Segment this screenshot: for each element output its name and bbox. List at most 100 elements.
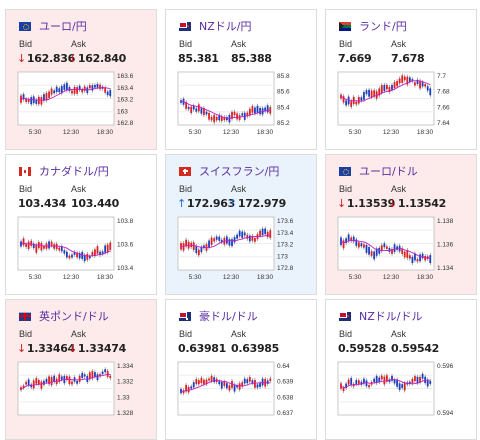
candle-body xyxy=(208,240,210,248)
candle-body xyxy=(88,85,91,89)
candle-body xyxy=(81,89,84,93)
candle-body xyxy=(55,243,58,250)
candle-body xyxy=(192,382,195,388)
candle-body xyxy=(380,375,383,380)
mini-chart[interactable]: 103.8 103.6 103.4 5:30 12:30 18:30 xyxy=(6,155,157,295)
ask-price: 1.33474 xyxy=(77,342,126,355)
candle-body xyxy=(213,114,216,123)
ask-price: 162.840 xyxy=(77,52,126,65)
candle-body xyxy=(375,375,378,384)
rate-card[interactable]: スイスフラン/円 Bid Ask ↑172.963 ↑172.979 173.6 173.4… xyxy=(165,154,317,295)
bid-price: 7.669 xyxy=(338,52,372,65)
mini-chart[interactable]: 163.6 163.4 163.2 163 162.8 5:30 12:30 18:30 xyxy=(6,10,157,150)
currency-pair-label[interactable]: スイスフラン/円 xyxy=(199,165,280,178)
currency-pair-label[interactable]: NZドル/円 xyxy=(199,20,252,33)
bid-value: 0.59528 xyxy=(337,342,386,355)
bid-value: 85.381 xyxy=(177,52,219,65)
candle-body xyxy=(360,97,363,101)
eu-flag-icon xyxy=(19,21,31,31)
mini-chart[interactable]: 1.138 1.136 1.134 5:30 12:30 18:30 xyxy=(326,155,477,295)
x-tick-label: 12:30 xyxy=(223,274,240,281)
candle-body xyxy=(426,86,429,91)
bid-price: 0.59528 xyxy=(338,342,387,355)
x-tick-label: 18:30 xyxy=(257,274,274,281)
y-tick-label: 103.4 xyxy=(117,265,134,272)
candle-body xyxy=(109,242,112,250)
candle-body xyxy=(248,377,251,382)
card-title: カナダドル/円 xyxy=(19,163,109,179)
x-tick-label: 18:30 xyxy=(97,274,114,281)
candle-body xyxy=(66,376,68,380)
candle-body xyxy=(357,380,360,384)
eu-flag-icon xyxy=(339,166,351,176)
rate-card[interactable]: NZドル/円 Bid Ask 85.381 85.388 85.8 85.6 85.4 85.2… xyxy=(165,9,317,150)
candle-body xyxy=(233,111,236,116)
candle-body xyxy=(60,86,63,94)
rate-card[interactable]: カナダドル/円 Bid Ask 103.434 103.440 103.8 103.6 103… xyxy=(5,154,157,295)
candle-body xyxy=(347,96,350,105)
moving-average-line xyxy=(340,378,431,389)
rate-card[interactable]: 豪ドル/ドル Bid Ask 0.63981 0.63985 0.64 0.639 0.638… xyxy=(165,299,317,440)
candle-body xyxy=(210,375,213,382)
candle-body xyxy=(40,97,43,105)
mini-chart[interactable]: 85.8 85.6 85.4 85.2 5:30 12:30 18:30 xyxy=(166,10,317,150)
currency-pair-label[interactable]: NZドル/ドル xyxy=(359,310,423,323)
currency-pair-label[interactable]: ユーロ/円 xyxy=(39,20,87,33)
rate-card[interactable]: ランド/円 Bid Ask 7.669 7.678 7.7 7.68 7.66 7.64 5:30… xyxy=(325,9,477,150)
currency-pair-label[interactable]: カナダドル/円 xyxy=(39,165,109,178)
candle-body xyxy=(60,246,63,252)
candle-body xyxy=(30,97,33,105)
bid-label: Bid xyxy=(339,39,353,49)
mini-chart[interactable]: 0.596 0.594 xyxy=(326,300,477,440)
candle-body xyxy=(388,379,391,383)
candle-body xyxy=(246,234,249,239)
currency-pair-label[interactable]: ユーロ/ドル xyxy=(359,165,418,178)
rate-card[interactable]: NZドル/ドル Bid Ask 0.59528 0.59542 0.596 0.594 xyxy=(325,299,477,440)
candle-body xyxy=(22,238,25,246)
y-tick-label: 103.8 xyxy=(117,218,134,225)
candle-body xyxy=(226,383,228,389)
currency-pair-label[interactable]: 豪ドル/ドル xyxy=(199,310,258,323)
candle-body xyxy=(48,241,50,249)
candle-body xyxy=(73,86,76,94)
rate-card[interactable]: ユーロ/円 Bid Ask ↓162.836 ↓162.840 163.6 163.4 163… xyxy=(5,9,157,150)
card-title: ランド/円 xyxy=(339,18,407,34)
candle-body xyxy=(37,96,40,105)
candle-body xyxy=(393,82,396,89)
candle-body xyxy=(203,107,205,116)
candle-body xyxy=(45,378,48,383)
candle-body xyxy=(76,87,78,94)
candle-body xyxy=(233,384,236,392)
ask-trend-icon: ↑ xyxy=(228,197,237,210)
card-title: 英ポンド/ドル xyxy=(19,308,109,324)
rate-card[interactable]: 英ポンド/ドル Bid Ask ↓1.33464 ↓1.33474 1.334 1.332 1… xyxy=(5,299,157,440)
currency-pair-label[interactable]: 英ポンド/ドル xyxy=(39,310,109,323)
candle-body xyxy=(96,374,99,381)
ask-value: ↓1.33474 xyxy=(68,342,126,355)
candle-body xyxy=(218,381,221,385)
candle-body xyxy=(241,382,244,387)
candle-body xyxy=(22,94,25,100)
candle-body xyxy=(403,382,406,391)
candle-body xyxy=(411,79,414,82)
candle-body xyxy=(88,256,91,259)
candle-body xyxy=(223,117,226,121)
x-tick-label: 12:30 xyxy=(63,129,80,136)
mini-chart[interactable]: 173.6 173.4 173.2 173 172.8 5:30 12:30 18:30 xyxy=(166,155,317,295)
x-tick-label: 18:30 xyxy=(417,129,434,136)
candle-body xyxy=(269,378,272,382)
candle-body xyxy=(386,84,388,90)
candle-body xyxy=(264,107,267,112)
mini-chart[interactable]: 0.64 0.639 0.638 0.637 xyxy=(166,300,317,440)
ask-value: 0.59542 xyxy=(390,342,439,355)
bid-trend-icon: ↓ xyxy=(17,342,26,355)
candle-body xyxy=(94,85,96,88)
y-tick-label: 162.8 xyxy=(117,120,134,127)
mini-chart[interactable]: 7.7 7.68 7.66 7.64 5:30 12:30 18:30 xyxy=(326,10,477,150)
mini-chart[interactable]: 1.334 1.332 1.33 1.328 xyxy=(6,300,157,440)
candle-body xyxy=(370,251,373,256)
rate-card[interactable]: ユーロ/ドル Bid Ask ↓1.13539 ↓1.13542 1.138 1.136 1.… xyxy=(325,154,477,295)
card-title: 豪ドル/ドル xyxy=(179,308,258,324)
candle-body xyxy=(406,249,409,258)
currency-pair-label[interactable]: ランド/円 xyxy=(359,20,407,33)
